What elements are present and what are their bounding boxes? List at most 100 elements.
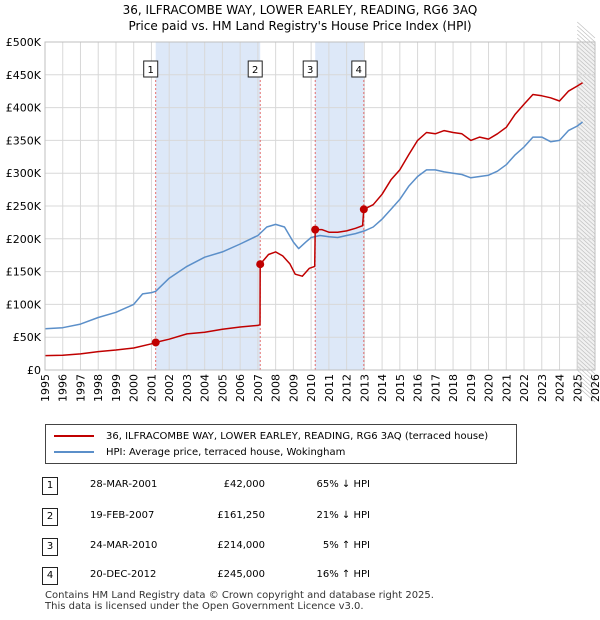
sale-label: 2: [252, 65, 258, 76]
projection-hatch: [577, 25, 596, 43]
sale-hpi-change: 5% ↑ HPI: [322, 540, 370, 551]
x-tick-label: 1998: [92, 374, 105, 402]
projection-hatch: [577, 133, 596, 151]
projection-hatch: [577, 109, 596, 127]
projection-hatch: [577, 181, 596, 199]
legend-item-property: 36, ILFRACOMBE WAY, LOWER EARLEY, READIN…: [54, 429, 488, 443]
price-chart: 1 2 3 4 £0 £50K £100K £150K £200K £250K £300K £350…: [6, 21, 600, 403]
projection-hatch: [577, 369, 596, 387]
projection-hatch: [577, 365, 596, 383]
x-tick-label: 2007: [252, 374, 265, 402]
sale-date: 24-MAR-2010: [90, 540, 158, 551]
projection-hatch: [577, 273, 596, 291]
sale-label: 3: [307, 65, 313, 76]
projection-hatch: [577, 169, 596, 187]
projection-hatch: [577, 265, 596, 283]
sale-label-box: [302, 60, 318, 78]
projection-hatch: [577, 153, 596, 171]
sale-number-badge: 3: [42, 538, 58, 556]
projection-hatch: [577, 53, 596, 71]
sale-date: 28-MAR-2001: [90, 479, 158, 490]
projection-hatch: [577, 289, 596, 307]
projection-hatch: [577, 157, 596, 175]
sale-hpi-change: 16% ↑ HPI: [316, 569, 370, 580]
projection-hatch: [577, 373, 596, 391]
projection-hatch: [577, 345, 596, 363]
x-tick-label: 2005: [216, 374, 229, 402]
y-tick-label: £400K: [6, 102, 42, 115]
x-tick-label: 2004: [199, 374, 212, 402]
projection-hatch: [577, 353, 596, 371]
projection-hatch: [577, 89, 596, 107]
projection-hatch: [577, 249, 596, 267]
projection-hatch: [577, 149, 596, 167]
projection-hatch: [577, 165, 596, 183]
sale-price: £214,000: [217, 540, 265, 551]
y-tick-label: £100K: [6, 298, 42, 311]
projection-hatch: [577, 145, 596, 163]
projection-hatch: [577, 321, 596, 339]
sale-price: £161,250: [217, 510, 265, 521]
chart-title: 36, ILFRACOMBE WAY, LOWER EARLEY, READIN…: [122, 3, 478, 17]
y-tick-label: £300K: [6, 167, 42, 180]
legend-item-hpi: HPI: Average price, terraced house, Woki…: [54, 445, 345, 459]
projection-hatch: [577, 281, 596, 299]
legend-label-hpi: HPI: Average price, terraced house, Woki…: [106, 446, 346, 458]
sale-date: 20-DEC-2012: [90, 569, 157, 580]
projection-hatch: [577, 381, 596, 399]
x-tick-label: 2013: [358, 374, 371, 402]
projection-hatch: [577, 305, 596, 323]
projection-hatch: [577, 161, 596, 179]
projection-hatch: [577, 233, 596, 251]
projection-hatch: [577, 297, 596, 315]
projection-hatch: [577, 333, 596, 351]
sale-label-box: [351, 60, 367, 78]
x-tick-label: 1999: [110, 374, 123, 402]
y-tick-label: £500K: [6, 36, 42, 49]
sale-point: [311, 225, 320, 234]
projection-hatch: [577, 117, 596, 135]
projection-hatch: [577, 185, 596, 203]
sale-label-box: [247, 60, 263, 78]
projection-hatch: [577, 325, 596, 343]
sale-point: [151, 338, 160, 347]
projection-hatch: [577, 261, 596, 279]
projection-hatch: [577, 97, 596, 115]
projection-hatch: [577, 341, 596, 359]
projection-hatch: [577, 125, 596, 143]
projection-hatch: [577, 105, 596, 123]
y-tick-label: £350K: [6, 134, 42, 147]
projection-hatch: [577, 357, 596, 375]
projection-hatch: [577, 209, 596, 227]
projection-hatch: [577, 45, 596, 63]
x-tick-label: 2017: [429, 374, 442, 402]
y-tick-label: £150K: [6, 266, 42, 279]
x-tick-label: 2015: [394, 374, 407, 402]
projection-hatch: [577, 285, 596, 303]
x-tick-label: 2016: [412, 374, 425, 402]
projection-hatch: [577, 49, 596, 67]
projection-hatch: [577, 177, 596, 195]
projection-hatch: [577, 113, 596, 131]
chart-subtitle: Price paid vs. HM Land Registry's House …: [128, 19, 472, 33]
x-tick-label: 1996: [57, 374, 70, 402]
x-tick-label: 1997: [74, 374, 87, 402]
plot-border: [44, 41, 596, 371]
footer-licence: This data is licensed under the Open Gov…: [45, 601, 364, 612]
projection-hatch: [577, 41, 596, 59]
sale-number-badge: 2: [42, 508, 58, 526]
x-tick-label: 2022: [518, 374, 531, 402]
x-tick-label: 2006: [234, 374, 247, 402]
projection-hatch: [577, 57, 596, 75]
projection-hatch: [577, 173, 596, 191]
sale-number-badge: 1: [42, 477, 58, 495]
sale-number-badge: 4: [42, 567, 58, 585]
projection-hatch: [577, 293, 596, 311]
x-tick-label: 2009: [287, 374, 300, 402]
x-tick-label: 2001: [145, 374, 158, 402]
footer-copyright: Contains HM Land Registry data © Crown c…: [45, 590, 434, 601]
projection-hatch: [577, 329, 596, 347]
projection-hatch: [577, 317, 596, 335]
x-tick-label: 2012: [341, 374, 354, 402]
projection-hatch: [577, 129, 596, 147]
